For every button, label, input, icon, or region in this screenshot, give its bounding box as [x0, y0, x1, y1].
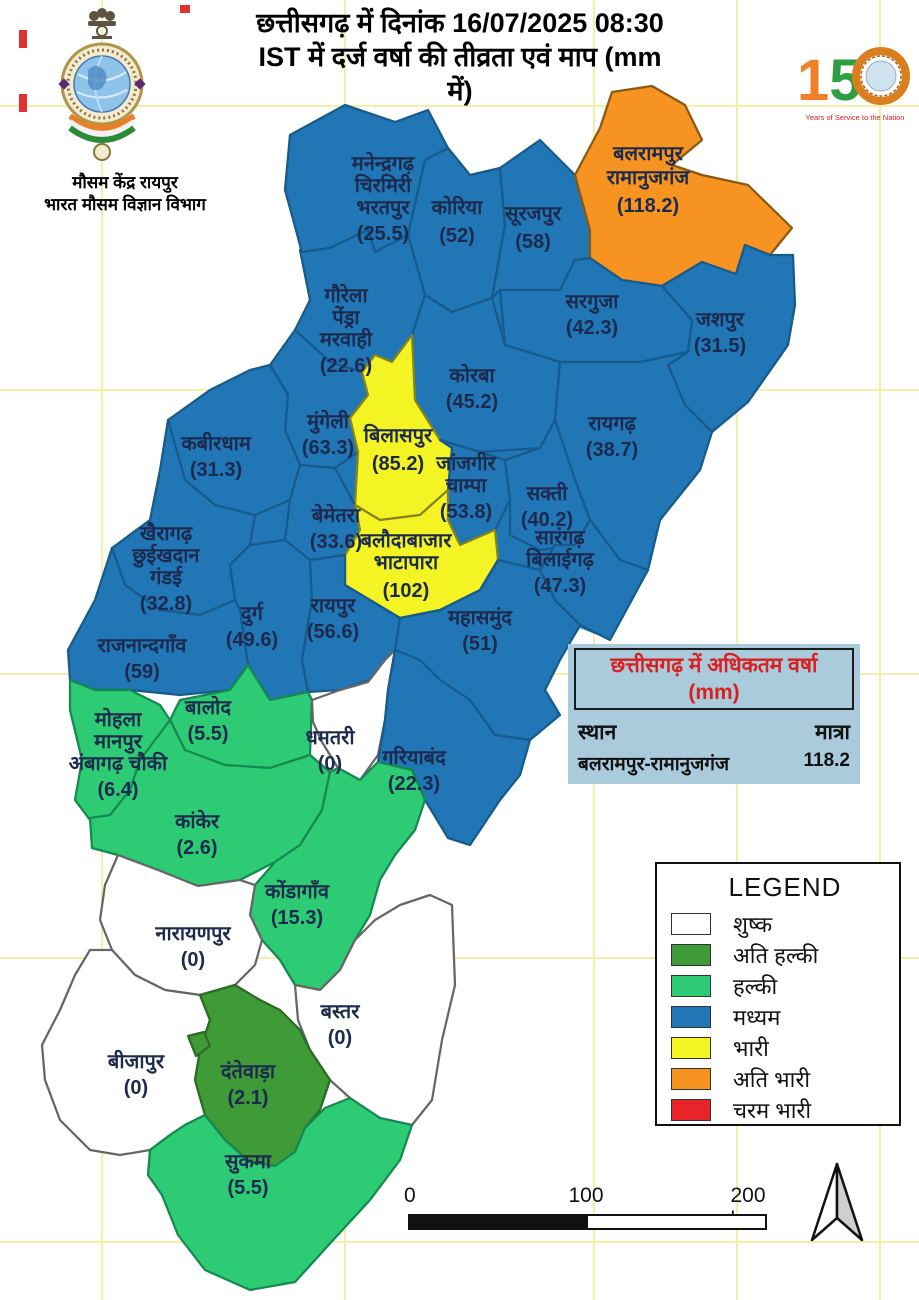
legend-item-moderate: मध्यम	[671, 1002, 899, 1032]
district-label-mungeli: मुंगेली (63.3)	[302, 409, 354, 459]
legend-swatch-very-heavy	[671, 1068, 711, 1090]
district-label-balod: बालोद (5.5)	[184, 695, 232, 745]
legend-label-very-heavy: अति भारी	[733, 1067, 811, 1092]
info-amount-value: 118.2	[803, 750, 851, 771]
ribbon-saffron	[68, 113, 136, 131]
page-title: छत्तीसगढ़ में दिनांक 16/07/2025 08:30 IS…	[178, 6, 742, 108]
district-label-bilaspur: बिलासपुर (85.2)	[363, 423, 433, 475]
district-label-kondagaon: कोंडागाँव (15.3)	[264, 879, 330, 929]
legend-item-extreme: चरम भारी	[671, 1095, 899, 1125]
imd-emblem-logo	[48, 4, 156, 172]
legend-item-dry: शुष्क	[671, 909, 899, 939]
legend-label-very-light: अति हल्की	[733, 943, 819, 968]
info-value-row: बलरामपुर-रामानुजगंज 118.2	[574, 750, 854, 776]
info-title-line-2: (mm)	[688, 681, 740, 704]
district-label-rajnandgaon: राजनान्दगाँव (59)	[97, 633, 188, 683]
legend-item-heavy: भारी	[671, 1033, 899, 1063]
info-title-line-1: छत्तीसगढ़ में अधिकतम वर्षा	[610, 654, 818, 677]
district-label-kanker: कांकेर (2.6)	[174, 809, 220, 859]
district-label-kabirdham: कबीरधाम (31.3)	[180, 431, 252, 481]
district-label-manendragarh: मनेन्द्रगढ़ चिरमिरी भरतपुर (25.5)	[351, 151, 415, 245]
district-shape-dantewada-exclave	[186, 1030, 212, 1058]
district-label-bijapur: बीजापुर (0)	[107, 1049, 165, 1099]
scale-bar: 0 100 200 km	[398, 1184, 828, 1236]
district-label-dhamtari: धमतरी (0)	[305, 725, 355, 775]
imd-150-years-logo: 15 Years of Service to the Nation	[793, 30, 913, 132]
agency-line-2: भारत मौसम विज्ञान विभाग	[44, 195, 206, 214]
district-label-narayanpur: नारायणपुर (0)	[154, 923, 231, 971]
legend-label-dry: शुष्क	[733, 912, 773, 937]
district-labels: मनेन्द्रगढ़ चिरमिरी भरतपुर (25.5) कोरिया (52…	[69, 143, 746, 1199]
district-label-sarangarh-bilaigarh: सारंगढ़ बिलाईगढ़ (47.3)	[525, 527, 594, 597]
district-label-mahasamund: महासमुंद (51)	[447, 607, 513, 655]
district-label-gariaband: गरियाबंद (22.3)	[381, 745, 447, 795]
legend-swatch-heavy	[671, 1037, 711, 1059]
district-label-korba: कोरबा (45.2)	[446, 363, 498, 413]
info-box-title: छत्तीसगढ़ में अधिकतम वर्षा (mm)	[574, 648, 854, 710]
max-rainfall-info-box: छत्तीसगढ़ में अधिकतम वर्षा (mm) स्थान मा…	[568, 644, 860, 784]
medal-icon	[93, 143, 111, 161]
districts	[40, 84, 797, 1292]
district-label-mohla-manpur: मोहला मानपुर अंबागढ़ चौकी (6.4)	[69, 707, 168, 801]
imd-emblem-icon	[58, 8, 146, 161]
legend-label-extreme: चरम भारी	[733, 1098, 812, 1123]
district-label-bemetara: बेमेतरा (33.6)	[310, 503, 362, 553]
150-caption: Years of Service to the Nation	[806, 113, 905, 122]
agency-name: मौसम केंद्र रायपुर भारत मौसम विज्ञान विभ…	[10, 172, 240, 216]
legend-title: LEGEND	[728, 872, 842, 902]
scale-tick-100: 100	[568, 1184, 604, 1207]
svg-text:15: 15	[797, 48, 862, 113]
info-location-value: बलरामपुर-रामानुजगंज	[578, 754, 730, 775]
district-shape-sukma	[146, 1096, 414, 1292]
legend-item-very-light: अति हल्की	[671, 940, 899, 970]
legend-swatch-light	[671, 975, 711, 997]
title-line-1: छत्तीसगढ़ में दिनांक 16/07/2025 08:30	[256, 8, 664, 38]
district-shape-narayanpur	[98, 853, 264, 997]
legend-swatch-extreme	[671, 1099, 711, 1121]
legend-label-light: हल्की	[733, 974, 778, 999]
title-line-3: में)	[447, 76, 473, 106]
legend-item-light: हल्की	[671, 971, 899, 1001]
legend-swatch-moderate	[671, 1006, 711, 1028]
district-label-dantewada: दंतेवाड़ा (2.1)	[220, 1059, 276, 1109]
scale-tick-0: 0	[404, 1184, 416, 1207]
legend-swatch-dry	[671, 913, 711, 935]
district-label-sarguja: सरगुजा (42.3)	[565, 291, 620, 339]
info-col-location: स्थान	[578, 721, 617, 744]
district-label-balodabazar: बलौदाबाजार भाटापारा (102)	[360, 528, 453, 602]
district-label-balrampur: बलरामपुर रामानुजगंज (118.2)	[606, 143, 691, 217]
district-label-koriya: कोरिया (52)	[431, 195, 483, 247]
legend-box: LEGEND शुष्क अति हल्की हल्की मध्यम भारी …	[655, 862, 901, 1126]
district-label-gaurela-pendra-marwahi: गौरेला पेंड्रा मरवाही (22.6)	[319, 283, 373, 377]
district-label-khairagarh: खैरागढ़ छुईखदान गंडई (32.8)	[131, 521, 200, 615]
scale-bar-rule	[408, 1214, 767, 1230]
legend-item-very-heavy: अति भारी	[671, 1064, 899, 1094]
legend-label-heavy: भारी	[733, 1036, 769, 1061]
district-label-sakti: सक्ती (40.2)	[521, 481, 573, 531]
legend-label-moderate: मध्यम	[733, 1005, 781, 1030]
district-label-sukma: सुकमा (5.5)	[224, 1151, 272, 1199]
scale-bar-filled-half	[410, 1216, 588, 1228]
district-label-durg: दुर्ग (49.6)	[226, 601, 278, 651]
district-shape-gariaband	[376, 648, 532, 847]
agency-line-1: मौसम केंद्र रायपुर	[72, 173, 178, 192]
district-label-jashpur: जशपुर (31.5)	[694, 309, 746, 357]
district-label-bastar: बस्तर (0)	[320, 1001, 361, 1049]
ashoka-capital-icon	[88, 8, 116, 39]
title-line-2: IST में दर्ज वर्षा की तीव्रता एवं माप (m…	[258, 42, 662, 72]
info-header-row: स्थान मात्रा	[574, 718, 854, 746]
district-shape-kondagaon	[248, 760, 427, 992]
edge-marks	[19, 5, 190, 112]
district-label-surajpur: सूरजपुर (58)	[504, 203, 562, 253]
district-label-raipur: रायपुर (56.6)	[307, 595, 359, 643]
district-label-janjgir-champa: जांजगीर चाम्पा (53.8)	[435, 451, 496, 523]
legend-swatch-very-light	[671, 944, 711, 966]
150-years-icon: 15 Years of Service to the Nation	[797, 47, 910, 122]
district-label-raigarh: रायगढ़ (38.7)	[586, 413, 638, 461]
info-col-amount: मात्रा	[814, 721, 850, 744]
north-arrow-icon	[810, 1162, 864, 1242]
